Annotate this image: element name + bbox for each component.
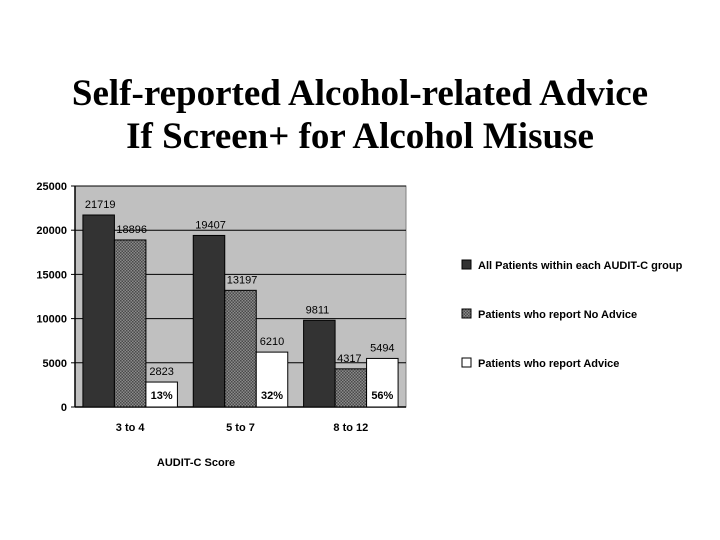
- data-label: 2823: [149, 366, 173, 378]
- data-label: 5494: [370, 342, 394, 354]
- legend-swatch: [461, 308, 472, 319]
- bar-2: [113, 239, 147, 408]
- bar-1: [192, 234, 226, 408]
- bar-3: [366, 357, 399, 408]
- y-tick-label: 10000: [36, 314, 67, 326]
- data-label: 19407: [195, 219, 226, 231]
- legend-swatch: [461, 259, 472, 270]
- data-label: 13197: [227, 274, 258, 286]
- y-tick-label: 5000: [43, 358, 67, 370]
- bar-1: [303, 319, 336, 408]
- percent-annotation: 56%: [371, 390, 393, 402]
- bar-2: [224, 289, 257, 408]
- y-tick-label: 25000: [36, 181, 67, 193]
- x-axis-title: AUDIT-C Score: [157, 457, 235, 469]
- legend-label: All Patients within each AUDIT-C group: [478, 260, 683, 272]
- bar-3: [255, 351, 289, 408]
- data-label: 9811: [306, 304, 330, 316]
- y-tick-label: 15000: [36, 269, 67, 281]
- bar-1: [82, 214, 115, 408]
- data-label: 21719: [85, 199, 116, 211]
- legend-swatch: [461, 357, 472, 368]
- y-tick-label: 20000: [36, 225, 67, 237]
- percent-annotation: 32%: [261, 390, 283, 402]
- bar-3: [145, 381, 178, 408]
- x-tick-label: 3 to 4: [116, 422, 146, 434]
- title-line-1: Self-reported Alcohol-related Advice: [71, 73, 649, 114]
- title-line-2: If Screen+ for Alcohol Misuse: [126, 116, 594, 157]
- x-tick-label: 8 to 12: [333, 422, 368, 434]
- slide-title: Self-reported Alcohol-related Advice If …: [0, 72, 720, 158]
- legend-label: Patients who report No Advice: [478, 309, 637, 321]
- data-label: 4317: [337, 353, 361, 365]
- x-tick-label: 5 to 7: [226, 422, 255, 434]
- data-label: 6210: [260, 336, 284, 348]
- data-label: 18896: [116, 224, 147, 236]
- bar-2: [334, 368, 368, 408]
- legend-label: Patients who report Advice: [478, 358, 619, 370]
- percent-annotation: 13%: [151, 390, 173, 402]
- y-tick-label: 0: [61, 402, 67, 414]
